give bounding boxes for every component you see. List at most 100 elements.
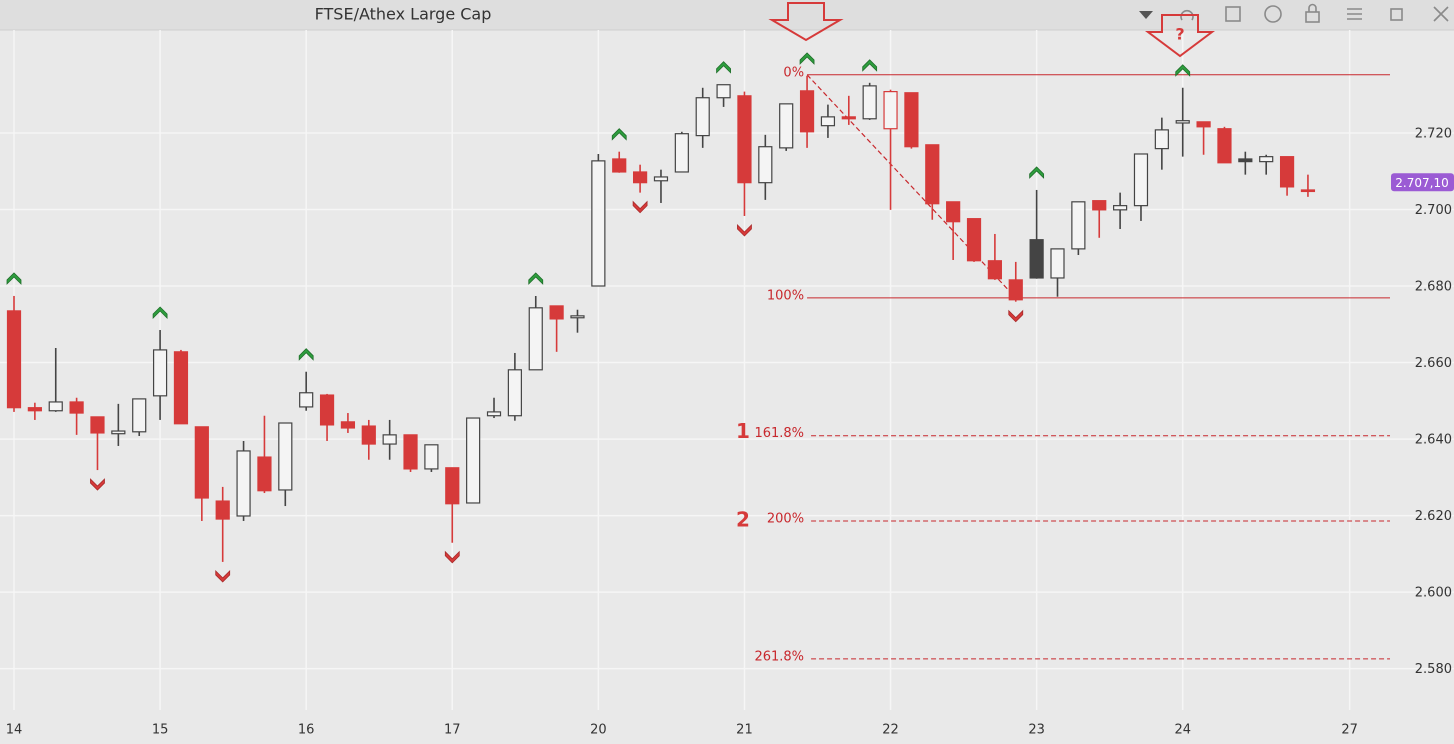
candle-body: [946, 201, 961, 223]
candle-body: [1175, 120, 1190, 124]
candle-body: [69, 401, 84, 414]
candle-body: [1154, 129, 1169, 150]
fib-trend-line: [806, 74, 1017, 299]
candle-body: [278, 422, 293, 491]
x-tick-label: 27: [1341, 723, 1358, 738]
candle-body: [486, 411, 502, 417]
candle-body: [466, 417, 481, 504]
quote-icon[interactable]: [1264, 5, 1282, 23]
signal-down: [215, 569, 231, 583]
candle-body: [758, 146, 773, 184]
fib-level-label: 0%: [783, 65, 804, 80]
signal-up: [1029, 166, 1045, 179]
signal-up: [6, 272, 22, 285]
x-tick-label: 16: [298, 723, 315, 738]
candle-body: [549, 305, 564, 320]
candle-body: [1113, 205, 1128, 211]
lock-shackle[interactable]: [1308, 3, 1317, 12]
candle-body: [1300, 189, 1316, 193]
y-tick-label: 2.640: [1415, 433, 1452, 448]
candle-body: [883, 91, 898, 130]
candle-body: [570, 315, 585, 319]
candle-body: [779, 103, 794, 149]
candle-body: [445, 467, 460, 505]
plot: 0% 100% 161.8% 200% 261.8% 1 2? 2.707,10: [6, 25, 1454, 664]
candle-body: [904, 92, 919, 148]
x-tick-label: 17: [444, 723, 461, 738]
signal-up: [152, 306, 168, 319]
candle-body: [236, 450, 251, 517]
fib-level-label: 100%: [767, 288, 804, 303]
candle-body: [299, 392, 314, 408]
candle-body: [591, 160, 606, 287]
signal-down: [90, 478, 105, 491]
fib-level-label: 161.8%: [754, 426, 804, 441]
title-bar: [0, 0, 1454, 30]
candle-body: [987, 260, 1002, 280]
candle-body: [507, 369, 522, 417]
annotation: ?: [1175, 25, 1184, 44]
x-tick-label: 23: [1028, 723, 1045, 738]
signal-up: [716, 61, 731, 74]
close-icon[interactable]: [1433, 6, 1449, 22]
candle-body: [695, 97, 710, 137]
candle-body: [862, 85, 877, 120]
restore-icon[interactable]: [1390, 8, 1403, 21]
callout-arrow: [768, 2, 844, 42]
callout-arrow: [1145, 14, 1215, 58]
candle-body: [528, 307, 543, 371]
y-tick-label: 2.600: [1415, 586, 1452, 601]
signal-down: [444, 550, 460, 564]
toolbar[interactable]: [1139, 3, 1449, 23]
link-icon[interactable]: [1180, 9, 1194, 21]
candle-body: [382, 434, 397, 445]
signal-up: [528, 272, 544, 285]
candle-body: [1279, 156, 1295, 188]
candle-body: [841, 116, 856, 120]
y-tick-label: 2.680: [1415, 280, 1452, 295]
candle-body: [6, 310, 22, 409]
x-tick-label: 21: [736, 723, 753, 738]
candle-body: [799, 90, 815, 133]
candle-body: [319, 394, 335, 426]
candle-body: [632, 171, 648, 184]
annotation: 1: [736, 419, 750, 443]
x-tick-label: 20: [590, 723, 607, 738]
candle-body: [90, 416, 105, 434]
candle-body: [1259, 156, 1274, 163]
candle-body: [340, 421, 356, 429]
candle-body: [1133, 153, 1149, 207]
candle-body: [48, 401, 63, 412]
fib-level-label: 200%: [767, 511, 804, 526]
y-tick-label: 2.720: [1415, 126, 1452, 141]
candle-body: [653, 176, 669, 182]
panel-icon[interactable]: [1225, 6, 1241, 22]
candle-body: [215, 500, 230, 520]
y-tick-label: 2.620: [1415, 509, 1452, 524]
menu-icon[interactable]: [1347, 8, 1362, 20]
last-price-label: 2.707,10: [1395, 176, 1448, 190]
candle-body: [737, 95, 752, 184]
dropdown-icon[interactable]: [1139, 11, 1153, 19]
candle-body: [1008, 279, 1023, 301]
candle-body: [424, 444, 439, 470]
last-price-tag: [1391, 173, 1454, 192]
annotation: 2: [736, 507, 750, 531]
candle-body: [820, 116, 836, 127]
x-tick-label: 24: [1174, 723, 1191, 738]
lock-icon[interactable]: [1305, 11, 1320, 23]
candle-body: [403, 434, 418, 470]
chart-title: FTSE/Athex Large Cap: [315, 5, 492, 24]
candle-body: [361, 425, 376, 445]
signal-down: [1008, 309, 1024, 323]
candle-body: [1238, 158, 1253, 163]
y-tick-label: 2.700: [1415, 203, 1452, 218]
signal-up: [799, 52, 815, 65]
signal-up: [611, 128, 627, 141]
y-tick-label: 2.580: [1415, 662, 1452, 677]
signal-up: [1175, 64, 1191, 77]
candle-body: [111, 430, 126, 435]
